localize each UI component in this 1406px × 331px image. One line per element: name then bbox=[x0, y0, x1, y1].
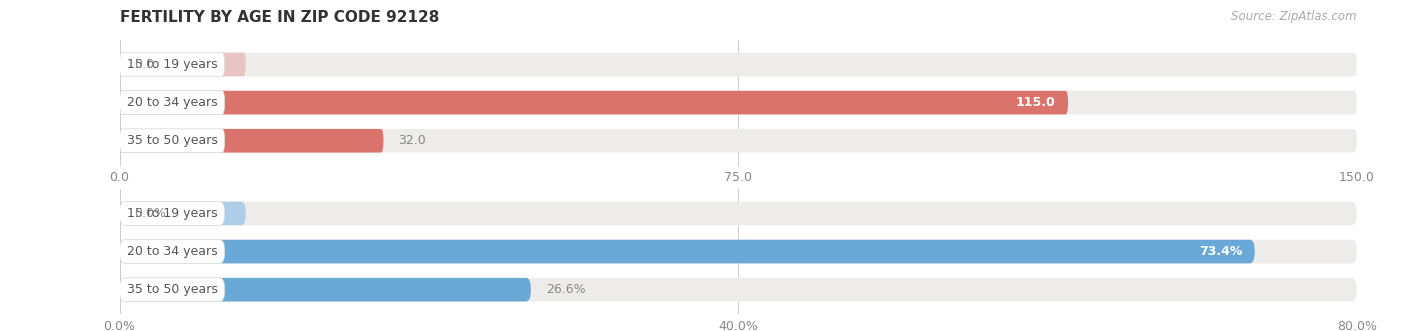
Text: 15 to 19 years: 15 to 19 years bbox=[127, 58, 218, 71]
FancyBboxPatch shape bbox=[120, 129, 225, 153]
FancyBboxPatch shape bbox=[120, 202, 246, 225]
FancyBboxPatch shape bbox=[120, 91, 225, 115]
FancyBboxPatch shape bbox=[120, 202, 225, 225]
FancyBboxPatch shape bbox=[120, 278, 1357, 302]
FancyBboxPatch shape bbox=[120, 53, 225, 76]
Text: 20 to 34 years: 20 to 34 years bbox=[127, 245, 218, 258]
Text: 20 to 34 years: 20 to 34 years bbox=[127, 96, 218, 109]
Text: FERTILITY BY AGE IN ZIP CODE 92128: FERTILITY BY AGE IN ZIP CODE 92128 bbox=[120, 10, 439, 25]
FancyBboxPatch shape bbox=[120, 240, 1357, 263]
Text: Source: ZipAtlas.com: Source: ZipAtlas.com bbox=[1232, 10, 1357, 23]
FancyBboxPatch shape bbox=[120, 240, 1254, 263]
FancyBboxPatch shape bbox=[120, 202, 1357, 225]
FancyBboxPatch shape bbox=[120, 53, 246, 76]
FancyBboxPatch shape bbox=[120, 91, 1069, 115]
FancyBboxPatch shape bbox=[120, 129, 384, 153]
Text: 73.4%: 73.4% bbox=[1199, 245, 1243, 258]
Text: 35 to 50 years: 35 to 50 years bbox=[127, 134, 218, 147]
FancyBboxPatch shape bbox=[120, 91, 1357, 115]
Text: 0.0: 0.0 bbox=[135, 58, 155, 71]
Text: 0.0%: 0.0% bbox=[135, 207, 166, 220]
FancyBboxPatch shape bbox=[120, 240, 225, 263]
Text: 35 to 50 years: 35 to 50 years bbox=[127, 283, 218, 296]
Text: 32.0: 32.0 bbox=[398, 134, 426, 147]
FancyBboxPatch shape bbox=[120, 129, 1357, 153]
FancyBboxPatch shape bbox=[120, 278, 531, 302]
FancyBboxPatch shape bbox=[120, 278, 225, 302]
Text: 15 to 19 years: 15 to 19 years bbox=[127, 207, 218, 220]
FancyBboxPatch shape bbox=[120, 53, 1357, 76]
Text: 115.0: 115.0 bbox=[1017, 96, 1056, 109]
Text: 26.6%: 26.6% bbox=[546, 283, 585, 296]
